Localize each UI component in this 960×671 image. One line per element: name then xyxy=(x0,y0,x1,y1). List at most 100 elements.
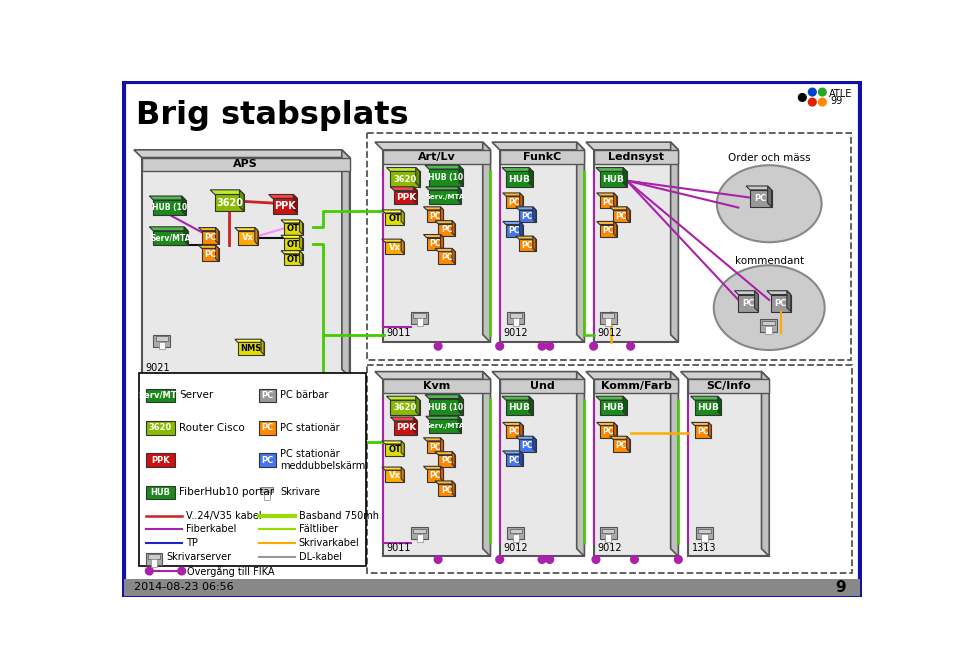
Bar xyxy=(139,373,367,566)
Polygon shape xyxy=(519,440,536,452)
Polygon shape xyxy=(382,210,404,213)
Bar xyxy=(760,319,777,331)
Polygon shape xyxy=(503,423,523,425)
Bar xyxy=(605,534,612,541)
Polygon shape xyxy=(519,423,523,437)
Polygon shape xyxy=(734,291,758,295)
Polygon shape xyxy=(429,399,463,415)
Polygon shape xyxy=(681,372,769,379)
Polygon shape xyxy=(600,425,616,437)
Polygon shape xyxy=(612,210,630,222)
Polygon shape xyxy=(593,150,679,342)
Polygon shape xyxy=(492,372,585,379)
Bar xyxy=(765,326,772,334)
Polygon shape xyxy=(755,291,758,311)
Text: 9011: 9011 xyxy=(387,329,411,338)
Text: SC/Info: SC/Info xyxy=(707,381,751,391)
Bar xyxy=(762,321,775,325)
Bar xyxy=(383,379,491,393)
Text: PC: PC xyxy=(429,211,441,221)
Circle shape xyxy=(627,342,635,350)
Polygon shape xyxy=(391,400,420,415)
Text: PC: PC xyxy=(429,443,441,452)
Bar xyxy=(411,311,428,324)
Polygon shape xyxy=(391,171,420,187)
Polygon shape xyxy=(597,423,616,425)
Text: PC: PC xyxy=(204,250,216,260)
Text: HUB (10: HUB (10 xyxy=(428,403,464,411)
Polygon shape xyxy=(385,470,404,482)
Text: 3620: 3620 xyxy=(149,423,172,432)
Polygon shape xyxy=(423,466,444,470)
Polygon shape xyxy=(391,187,418,191)
Text: APS: APS xyxy=(233,160,258,170)
Polygon shape xyxy=(269,195,298,199)
Polygon shape xyxy=(423,207,444,210)
Polygon shape xyxy=(516,436,536,440)
Polygon shape xyxy=(596,396,627,400)
Circle shape xyxy=(146,567,154,575)
Polygon shape xyxy=(586,142,679,150)
Text: Art/Lv: Art/Lv xyxy=(418,152,455,162)
Circle shape xyxy=(546,556,554,564)
Polygon shape xyxy=(150,227,188,231)
Text: 1313: 1313 xyxy=(692,543,717,552)
Bar xyxy=(510,529,522,533)
Polygon shape xyxy=(426,441,444,453)
Polygon shape xyxy=(300,251,302,265)
Circle shape xyxy=(434,556,442,564)
Text: Skrivarserver: Skrivarserver xyxy=(166,552,231,562)
Polygon shape xyxy=(284,238,302,250)
Polygon shape xyxy=(281,251,302,254)
Text: PC: PC xyxy=(509,198,520,207)
Text: PC: PC xyxy=(603,427,614,436)
Circle shape xyxy=(589,342,597,350)
Circle shape xyxy=(592,556,600,564)
Polygon shape xyxy=(284,254,302,265)
Polygon shape xyxy=(506,225,523,237)
Text: FiberHub10 portar: FiberHub10 portar xyxy=(180,487,275,497)
Polygon shape xyxy=(506,425,523,437)
Polygon shape xyxy=(671,372,679,556)
Polygon shape xyxy=(414,417,418,435)
Text: Serv./MTA: Serv./MTA xyxy=(425,194,465,200)
Text: NMS: NMS xyxy=(240,344,262,353)
Text: PC: PC xyxy=(509,456,520,464)
Polygon shape xyxy=(519,221,523,237)
Text: PC: PC xyxy=(509,226,520,235)
Text: Basband 750mh: Basband 750mh xyxy=(299,511,379,521)
Bar xyxy=(146,552,162,565)
Polygon shape xyxy=(181,196,185,215)
Polygon shape xyxy=(395,421,418,435)
Polygon shape xyxy=(216,246,219,262)
Text: Server: Server xyxy=(180,391,214,401)
Circle shape xyxy=(178,567,185,575)
Polygon shape xyxy=(426,210,444,222)
Polygon shape xyxy=(691,423,711,425)
Text: Kvm: Kvm xyxy=(423,381,450,391)
Polygon shape xyxy=(216,227,219,244)
Bar xyxy=(258,486,276,498)
Polygon shape xyxy=(596,168,627,171)
Bar xyxy=(258,453,276,467)
Bar xyxy=(688,379,769,393)
Text: PC: PC xyxy=(441,456,452,466)
Circle shape xyxy=(675,556,683,564)
Polygon shape xyxy=(506,196,523,208)
Polygon shape xyxy=(435,248,455,252)
Polygon shape xyxy=(261,340,264,355)
Bar xyxy=(146,389,175,403)
Text: Fältliber: Fältliber xyxy=(299,525,338,534)
Text: PC: PC xyxy=(755,194,767,203)
Text: OT: OT xyxy=(388,446,401,454)
Polygon shape xyxy=(627,207,630,222)
Polygon shape xyxy=(768,186,772,207)
Polygon shape xyxy=(238,231,258,244)
Bar xyxy=(124,580,860,596)
Polygon shape xyxy=(414,187,418,205)
Polygon shape xyxy=(500,379,585,556)
Polygon shape xyxy=(610,436,630,440)
Text: PPK: PPK xyxy=(396,193,416,202)
Polygon shape xyxy=(452,221,455,236)
Text: PC: PC xyxy=(204,233,216,242)
